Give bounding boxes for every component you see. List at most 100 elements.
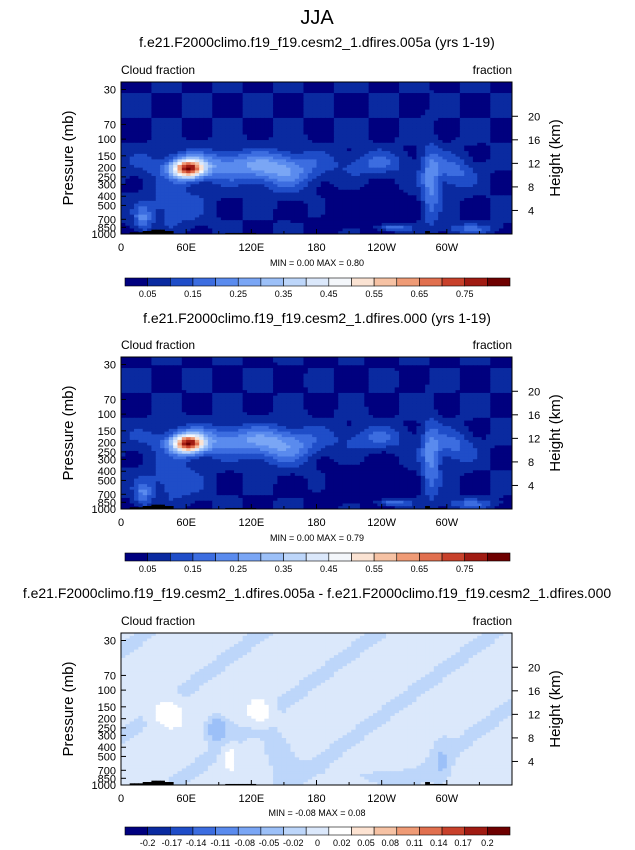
field-cell bbox=[277, 159, 283, 163]
field-cell bbox=[260, 231, 265, 234]
field-cell bbox=[320, 112, 326, 116]
field-cell bbox=[186, 159, 192, 163]
field-cell bbox=[251, 164, 257, 169]
field-cell bbox=[181, 164, 187, 169]
field-cell bbox=[290, 220, 296, 224]
field-cell bbox=[255, 151, 261, 155]
field-cell bbox=[273, 137, 278, 141]
field-cell bbox=[507, 200, 512, 205]
field-cell bbox=[299, 220, 305, 224]
topography-block bbox=[134, 232, 139, 234]
field-cell bbox=[168, 175, 174, 180]
field-cell bbox=[142, 187, 148, 191]
field-cell bbox=[359, 220, 365, 224]
field-cell bbox=[307, 195, 313, 199]
field-cell bbox=[164, 142, 170, 147]
field-cell bbox=[134, 137, 139, 141]
field-cell bbox=[329, 120, 335, 125]
field-cell bbox=[442, 220, 448, 224]
field-cell bbox=[194, 145, 200, 149]
field-cell bbox=[368, 173, 374, 177]
field-cell bbox=[264, 195, 270, 199]
field-cell bbox=[121, 178, 126, 183]
field-cell bbox=[377, 231, 383, 234]
field-cell bbox=[164, 109, 170, 113]
field-cell bbox=[207, 198, 213, 202]
field-cell bbox=[368, 159, 374, 163]
field-cell bbox=[168, 214, 174, 219]
field-cell bbox=[312, 95, 318, 100]
field-cell bbox=[229, 90, 235, 94]
field-cell bbox=[190, 151, 196, 155]
field-cell bbox=[138, 95, 144, 100]
field-cell bbox=[233, 200, 239, 205]
field-cell bbox=[233, 153, 239, 158]
field-cell bbox=[355, 90, 361, 94]
topography-block bbox=[229, 232, 235, 234]
field-cell bbox=[377, 164, 383, 169]
field-cell bbox=[372, 106, 378, 111]
field-cell bbox=[507, 156, 512, 160]
field-cell bbox=[294, 167, 300, 172]
field-cell bbox=[190, 140, 196, 144]
field-cell bbox=[134, 175, 139, 180]
field-cell bbox=[503, 131, 509, 136]
field-cell bbox=[216, 159, 222, 163]
field-cell bbox=[507, 123, 512, 127]
field-cell bbox=[455, 153, 461, 158]
field-cell bbox=[220, 137, 226, 141]
field-cell bbox=[173, 200, 179, 205]
field-cell bbox=[286, 178, 292, 183]
field-cell bbox=[125, 189, 131, 194]
field-cell bbox=[216, 148, 222, 152]
field-cell bbox=[281, 200, 287, 205]
field-cell bbox=[307, 167, 313, 172]
field-cell bbox=[173, 198, 179, 202]
field-cell bbox=[433, 140, 439, 144]
field-cell bbox=[138, 98, 144, 102]
field-cell bbox=[251, 203, 257, 207]
field-cell bbox=[242, 162, 248, 166]
field-cell bbox=[494, 231, 500, 234]
field-cell bbox=[229, 142, 235, 147]
field-cell bbox=[333, 164, 339, 169]
field-cell bbox=[442, 211, 448, 216]
field-cell bbox=[316, 145, 322, 149]
field-cell bbox=[368, 156, 374, 160]
field-cell bbox=[173, 137, 179, 141]
field-cell bbox=[394, 140, 400, 144]
field-cell bbox=[390, 189, 396, 194]
field-cell bbox=[160, 134, 166, 138]
field-cell bbox=[503, 228, 509, 232]
field-cell bbox=[490, 112, 496, 116]
field-cell bbox=[238, 231, 244, 234]
field-cell bbox=[364, 211, 370, 216]
field-cell bbox=[325, 137, 331, 141]
field-cell bbox=[390, 109, 396, 113]
field-cell bbox=[233, 151, 239, 155]
field-cell bbox=[203, 159, 209, 163]
field-cell bbox=[329, 93, 335, 97]
field-cell bbox=[294, 175, 300, 180]
field-cell bbox=[333, 225, 339, 230]
field-cell bbox=[464, 189, 470, 194]
field-cell bbox=[490, 170, 496, 174]
field-cell bbox=[138, 109, 144, 113]
field-cell bbox=[303, 217, 309, 221]
field-cell bbox=[420, 228, 426, 232]
field-cell bbox=[242, 104, 248, 108]
field-cell bbox=[181, 106, 187, 111]
field-cell bbox=[160, 126, 166, 130]
field-cell bbox=[377, 115, 383, 119]
field-cell bbox=[233, 175, 239, 180]
field-cell bbox=[307, 145, 313, 149]
field-cell bbox=[320, 151, 326, 155]
field-cell bbox=[225, 170, 231, 174]
topography-block bbox=[160, 229, 165, 234]
field-cell bbox=[451, 101, 457, 105]
field-cell bbox=[268, 217, 274, 221]
field-cell bbox=[333, 142, 339, 147]
field-cell bbox=[286, 231, 292, 234]
field-cell bbox=[147, 148, 153, 152]
field-cell bbox=[490, 195, 496, 199]
